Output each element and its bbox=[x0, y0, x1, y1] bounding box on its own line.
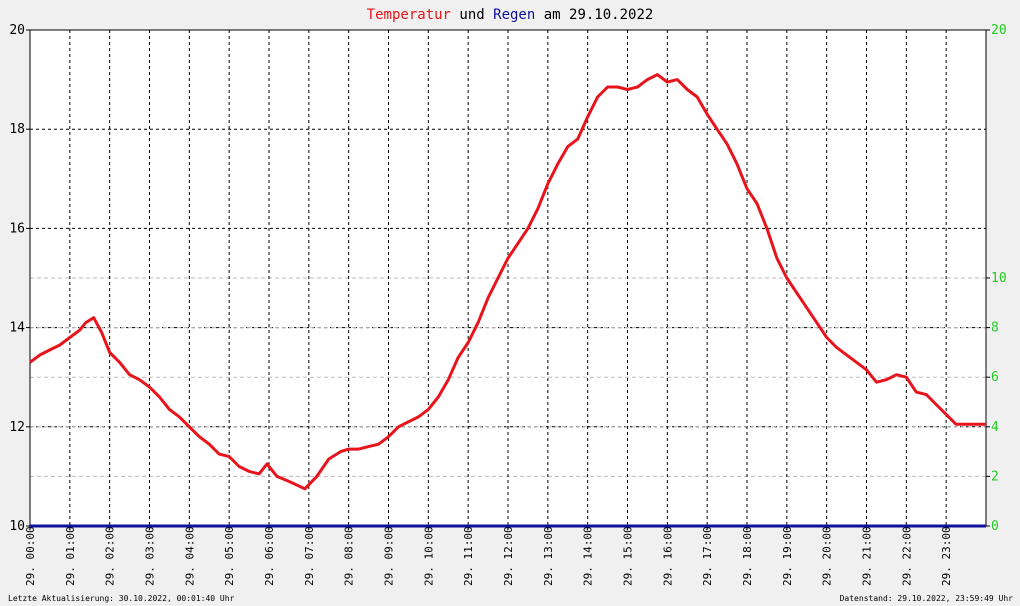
x-tick-label-5: 29. 05:00 bbox=[223, 526, 236, 586]
x-tick-label-13: 29. 13:00 bbox=[542, 526, 555, 586]
x-tick-label-20: 29. 20:00 bbox=[821, 526, 834, 586]
x-tick-label-15: 29. 15:00 bbox=[622, 526, 635, 586]
right-tick-label-6: 6 bbox=[991, 370, 999, 385]
temperature-line bbox=[29, 73, 986, 491]
x-tick-label-17: 29. 17:00 bbox=[701, 526, 714, 586]
x-tick-label-3: 29. 03:00 bbox=[144, 526, 157, 586]
title-regen: Regen bbox=[493, 7, 535, 23]
left-tick-label-18: 18 bbox=[9, 122, 25, 137]
title-temperature: Temperatur bbox=[367, 7, 451, 23]
x-tick-label-18: 29. 18:00 bbox=[741, 526, 754, 586]
right-tick-label-20: 20 bbox=[991, 23, 1007, 38]
x-tick-label-0: 29. 00:00 bbox=[24, 526, 37, 586]
x-tick-label-16: 29. 16:00 bbox=[661, 526, 674, 586]
x-tick-label-12: 29. 12:00 bbox=[502, 526, 515, 586]
x-tick-label-1: 29. 01:00 bbox=[64, 526, 77, 586]
x-tick-label-4: 29. 04:00 bbox=[183, 526, 196, 586]
footer-last-update: Letzte Aktualisierung: 30.10.2022, 00:01… bbox=[8, 594, 235, 603]
footer-data-status: Datenstand: 29.10.2022, 23:59:49 Uhr bbox=[840, 594, 1014, 603]
chart-title: Temperatur und Regen am 29.10.2022 bbox=[367, 7, 654, 23]
right-tick-label-2: 2 bbox=[991, 469, 999, 484]
right-tick-label-10: 10 bbox=[991, 271, 1007, 286]
right-tick-label-0: 0 bbox=[991, 519, 999, 534]
x-tick-label-9: 29. 09:00 bbox=[383, 526, 396, 586]
left-tick-label-12: 12 bbox=[9, 420, 25, 435]
right-tick-label-4: 4 bbox=[991, 420, 999, 435]
x-tick-label-14: 29. 14:00 bbox=[582, 526, 595, 586]
x-tick-label-8: 29. 08:00 bbox=[343, 526, 356, 586]
x-axis-labels: 29. 00:00 29. 01:00 29. 02:00 29. 03:00 29. … bbox=[24, 526, 953, 586]
x-tick-label-6: 29. 06:00 bbox=[263, 526, 276, 586]
left-tick-label-10: 10 bbox=[9, 519, 25, 534]
x-tick-label-22: 29. 22:00 bbox=[900, 526, 913, 586]
right-tick-label-8: 8 bbox=[991, 321, 999, 336]
title-und: und bbox=[459, 7, 484, 23]
x-tick-label-2: 29. 02:00 bbox=[104, 526, 117, 586]
right-axis-labels: 0 2 4 6 8 10 20 bbox=[986, 23, 1007, 534]
x-tick-label-10: 29. 10:00 bbox=[422, 526, 435, 586]
left-axis-labels: 10 12 14 16 18 20 bbox=[9, 23, 30, 534]
x-tick-label-19: 29. 19:00 bbox=[781, 526, 794, 586]
left-tick-label-14: 14 bbox=[9, 321, 25, 336]
title-date: am 29.10.2022 bbox=[544, 7, 654, 23]
x-tick-label-11: 29. 11:00 bbox=[462, 526, 475, 586]
left-tick-label-16: 16 bbox=[9, 221, 25, 236]
left-tick-label-20: 20 bbox=[9, 23, 25, 38]
x-tick-label-23: 29. 23:00 bbox=[940, 526, 953, 586]
x-tick-label-21: 29. 21:00 bbox=[861, 526, 874, 586]
x-tick-label-7: 29. 07:00 bbox=[303, 526, 316, 586]
